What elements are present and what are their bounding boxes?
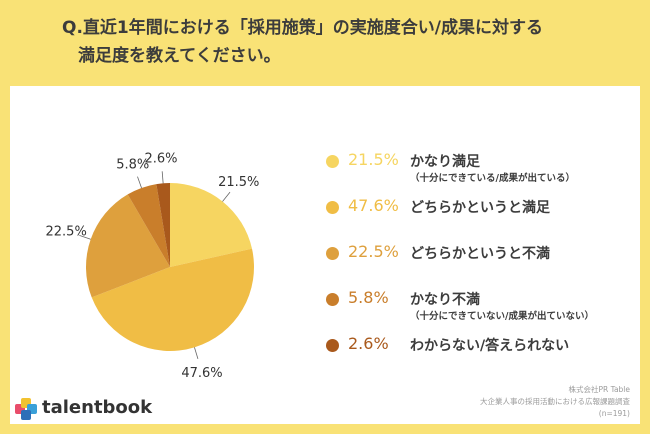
source-company: 株式会社PR Table [568, 385, 630, 394]
legend-percent: 47.6% [348, 196, 399, 215]
slice-leader-line [194, 347, 199, 359]
legend-item: 21.5% かなり満足 （十分にできている/成果が出ている） [326, 150, 636, 193]
pie-slice [156, 183, 170, 267]
legend-percent: 5.8% [348, 288, 389, 307]
pie-slice [85, 194, 170, 298]
slice-data-label: 22.5% [46, 225, 87, 240]
slice-leader-line [222, 191, 231, 202]
legend-label: どちらかというと満足 [410, 200, 550, 216]
talentbook-logo-icon [15, 398, 37, 420]
legend-swatch [326, 201, 339, 214]
legend-item: 47.6% どちらかというと満足 [326, 196, 636, 239]
pie-chart: 21.5% 47.6% 22.5% 5.8%2.6% [46, 151, 260, 381]
question-title-line1: Q.直近1年間における「採用施策」の実施度合い/成果に対する [62, 18, 543, 38]
legend-swatch [326, 339, 339, 352]
slice-data-label: 47.6% [181, 366, 222, 381]
legend-sublabel: （十分にできていない/成果が出ていない） [410, 311, 594, 322]
legend-item: 5.8% かなり不満 （十分にできていない/成果が出ていない） [326, 288, 636, 331]
slice-data-label: 21.5% [218, 175, 259, 190]
slice-data-label: 5.8% [116, 158, 149, 173]
source-survey: 大企業人事の採用活動における広報課題調査 [480, 397, 630, 406]
slice-leader-line [79, 234, 91, 240]
slice-leader-line [137, 176, 142, 189]
pie-slice [91, 248, 254, 351]
pie-slice [127, 184, 170, 267]
slice-leader-line [161, 171, 164, 184]
legend-item: 22.5% どちらかというと不満 [326, 242, 636, 285]
legend-label: かなり満足 [410, 154, 480, 170]
legend-label: どちらかというと不満 [410, 246, 550, 262]
source-note: 株式会社PR Table 大企業人事の採用活動における広報課題調査 (n=191… [480, 384, 630, 420]
legend-label: わからない/答えられない [410, 338, 570, 354]
pie-slice [170, 183, 252, 267]
question-title-line2: 満足度を教えてください。 [78, 46, 281, 66]
legend-item: 2.6% わからない/答えられない [326, 334, 636, 377]
legend-percent: 22.5% [348, 242, 399, 261]
legend-swatch [326, 155, 339, 168]
question-title: Q.直近1年間における「採用施策」の実施度合い/成果に対する 満足度を教えてくだ… [62, 14, 622, 70]
brand-name: talentbook [42, 397, 153, 418]
legend-label: かなり不満 [410, 292, 480, 308]
legend-sublabel: （十分にできている/成果が出ている） [410, 173, 575, 184]
slice-data-label: 2.6% [145, 151, 178, 166]
legend-swatch [326, 247, 339, 260]
legend-percent: 2.6% [348, 334, 389, 353]
legend-percent: 21.5% [348, 150, 399, 169]
legend-swatch [326, 293, 339, 306]
source-sample: (n=191) [598, 409, 630, 418]
chart-card: 21.5% 47.6% 22.5% 5.8% 2.6% 21.5% かなり満足 （十分にでき… [10, 86, 640, 424]
